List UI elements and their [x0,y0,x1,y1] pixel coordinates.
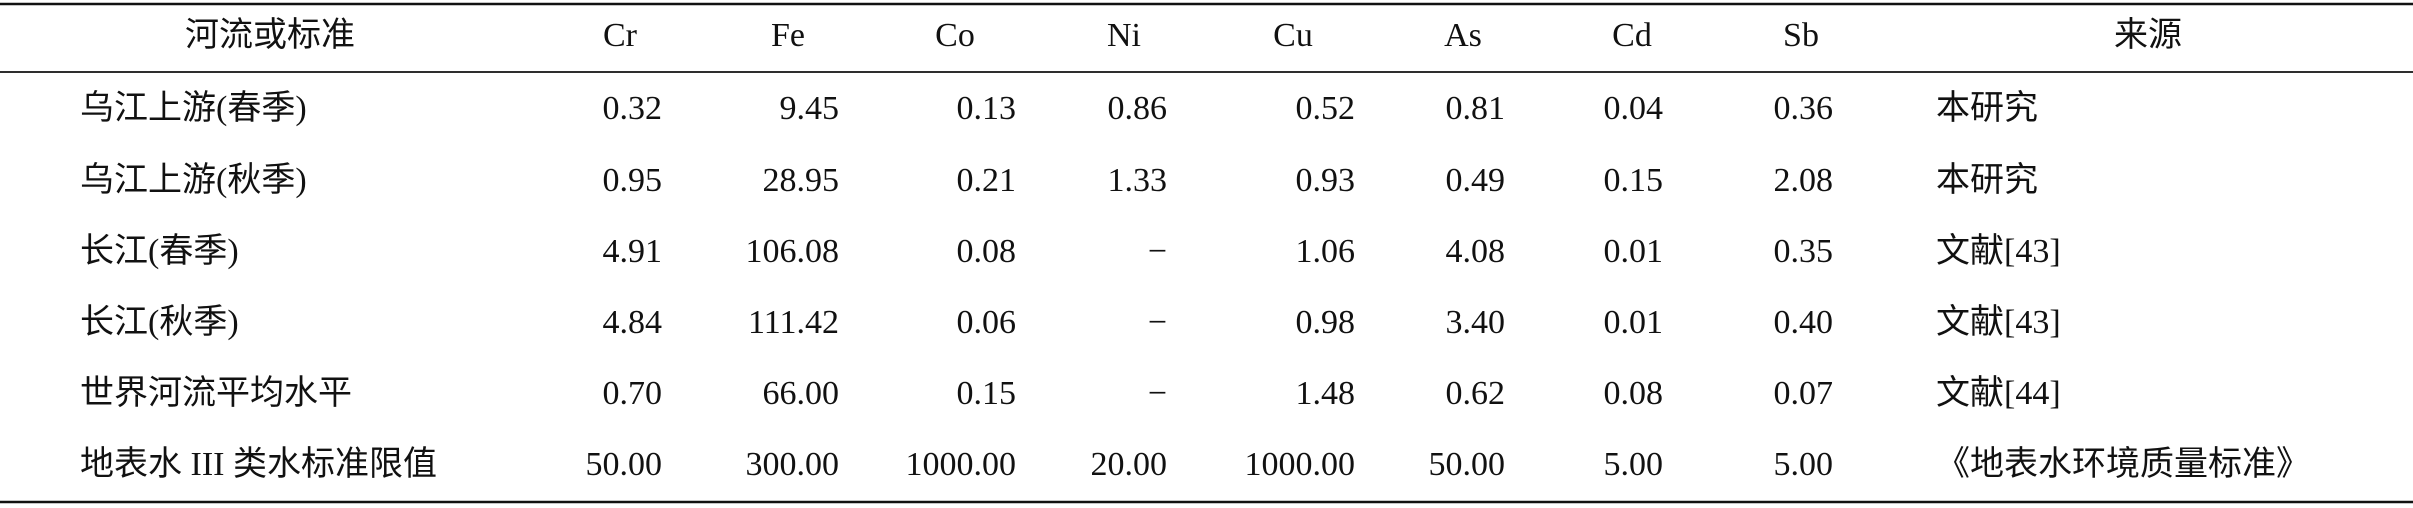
table-cell: − [1148,304,1167,341]
table-cell: 0.70 [603,375,663,412]
header-cell: Co [935,17,975,54]
table-cell: 地表水 III 类水标准限值 [80,445,437,483]
table-cell: 文献[44] [1936,374,2061,412]
table-cell: 0.08 [1604,375,1664,412]
header-cell: Cd [1612,17,1652,54]
header-cell: 河流或标准 [185,16,355,54]
table-cell: 0.07 [1774,375,1834,412]
table-cell: 50.00 [1429,446,1506,483]
table-cell: 0.52 [1296,90,1356,127]
table-cell: 0.15 [957,375,1017,412]
table-cell: 0.08 [957,233,1017,270]
table-cell: 世界河流平均水平 [80,374,352,412]
table-cell: 106.08 [746,233,840,270]
table-cell: 0.36 [1774,90,1834,127]
table-cell: 4.91 [603,233,663,270]
header-cell: Fe [771,17,805,54]
table-cell: 0.06 [957,304,1017,341]
table-cell: 66.00 [763,375,840,412]
table-cell: 文献[43] [1936,303,2061,341]
table-cell: 0.32 [603,90,663,127]
table-cell: 1000.00 [1245,446,1356,483]
header-cell: Ni [1107,17,1141,54]
table-cell: 0.15 [1604,162,1664,199]
table-cell: 20.00 [1091,446,1168,483]
table-cell: 0.49 [1446,162,1506,199]
table-cell: 3.40 [1446,304,1506,341]
table-cell: 9.45 [780,90,840,127]
header-cell: As [1444,17,1482,54]
table-cell: 乌江上游(秋季) [80,161,307,199]
table-cell: 0.35 [1774,233,1834,270]
table-cell: 0.04 [1604,90,1664,127]
table-cell: 4.84 [603,304,663,341]
table-cell: 0.93 [1296,162,1356,199]
table-cell: 4.08 [1446,233,1506,270]
table-cell: 文献[43] [1936,232,2061,270]
table-cell: 50.00 [586,446,663,483]
table-cell: 0.86 [1108,90,1168,127]
header-cell: Cu [1273,17,1313,54]
header-cell: Cr [603,17,638,54]
table-cell: 0.01 [1604,233,1664,270]
table-cell: 长江(春季) [80,232,239,270]
table-cell: 1.33 [1108,162,1168,199]
table-cell: 0.98 [1296,304,1356,341]
table-cell: 长江(秋季) [80,303,239,341]
table-cell: 0.13 [957,90,1017,127]
table-cell: 300.00 [746,446,840,483]
table-cell: 0.01 [1604,304,1664,341]
header-cell: 来源 [2114,17,2182,54]
table-cell: 0.81 [1446,90,1506,127]
table-cell: 5.00 [1774,446,1834,483]
table-cell: 本研究 [1936,161,2038,199]
table-cell: 乌江上游(春季) [80,89,307,127]
table-cell: 28.95 [763,162,840,199]
table-cell: − [1148,375,1167,412]
header-cell: Sb [1783,17,1819,54]
table-cell: 111.42 [748,304,839,341]
table-cell: 0.21 [957,162,1017,199]
table-cell: 《地表水环境质量标准》 [1936,445,2310,483]
table-cell: 本研究 [1936,89,2038,127]
table-cell: − [1148,233,1167,270]
table-cell: 5.00 [1604,446,1664,483]
table-cell: 1.06 [1296,233,1356,270]
table-cell: 1.48 [1296,375,1356,412]
table-cell: 0.40 [1774,304,1834,341]
table-cell: 0.95 [603,162,663,199]
table-cell: 0.62 [1446,375,1506,412]
table-cell: 2.08 [1774,162,1834,199]
table-cell: 1000.00 [906,446,1017,483]
